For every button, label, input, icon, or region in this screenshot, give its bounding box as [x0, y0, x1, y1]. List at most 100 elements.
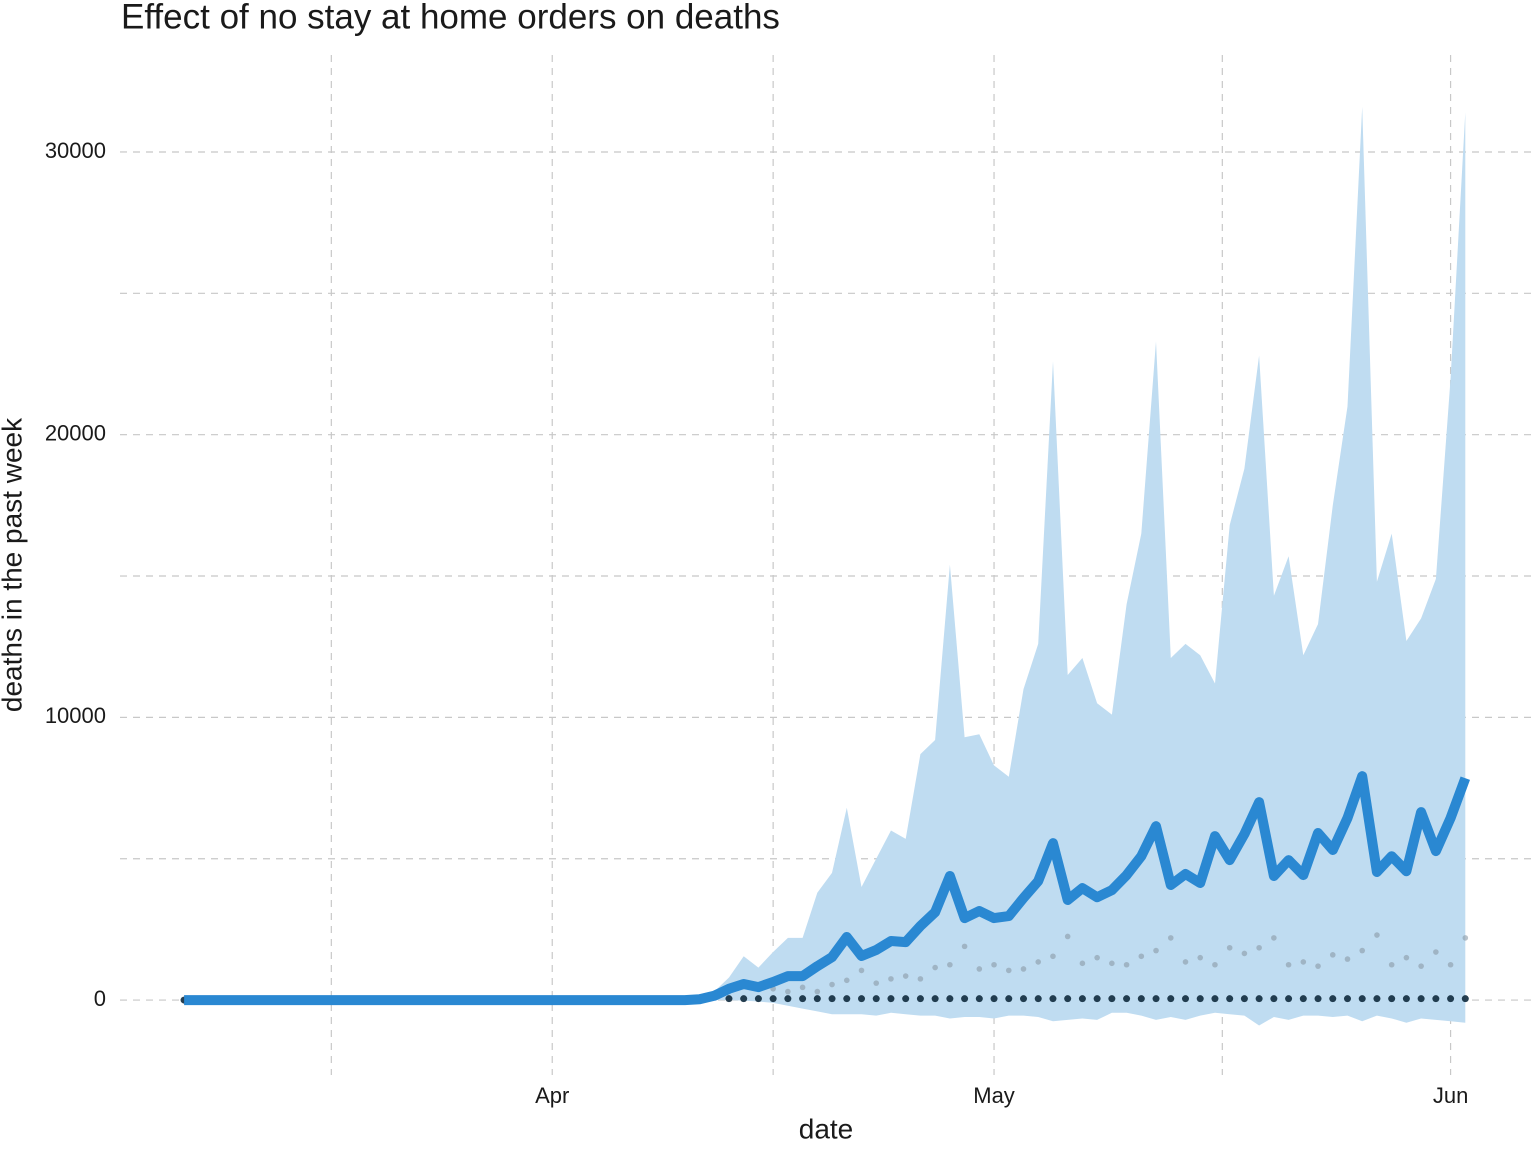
sim-point [843, 995, 851, 1003]
sim-point [1241, 950, 1248, 957]
sim-point [1153, 947, 1159, 954]
sim-point [1212, 961, 1218, 968]
sim-point [1299, 995, 1307, 1003]
sim-point [1285, 961, 1292, 968]
sim-point [1138, 953, 1145, 960]
sim-point [917, 976, 924, 982]
median-line [184, 771, 1470, 1006]
sim-point [1152, 995, 1160, 1003]
sim-point [754, 995, 762, 1003]
sim-point [975, 995, 983, 1003]
sim-point [1167, 995, 1175, 1003]
sim-point [725, 995, 733, 1003]
sim-point [1240, 995, 1248, 1003]
sim-point [1388, 995, 1396, 1003]
sim-point [1344, 956, 1351, 962]
sim-point [1020, 966, 1027, 972]
sim-point [843, 977, 850, 984]
sim-point [1300, 959, 1307, 965]
sim-point [1035, 959, 1042, 965]
sim-point [799, 995, 807, 1003]
sim-point [1064, 933, 1071, 940]
sim-point [961, 943, 968, 950]
sim-point [814, 988, 821, 995]
data-layer [180, 106, 1470, 1026]
sim-point [1049, 995, 1057, 1003]
x-tick-label: Apr [535, 1083, 569, 1108]
sim-point [784, 995, 792, 1003]
sim-point [1402, 995, 1410, 1003]
sim-point [740, 995, 748, 1003]
sim-point [1020, 995, 1028, 1003]
sim-point [799, 984, 806, 991]
sim-point [829, 981, 835, 988]
sim-point [1226, 944, 1233, 951]
sim-point [785, 988, 791, 995]
y-tick-label: 20000 [45, 420, 106, 445]
sim-point [1123, 995, 1131, 1003]
sim-point [1373, 995, 1381, 1003]
sim-point [1314, 995, 1322, 1003]
sim-point [961, 995, 969, 1003]
sim-point [976, 966, 983, 972]
y-tick-label: 10000 [45, 703, 106, 728]
sim-point [946, 995, 954, 1003]
sim-point [1374, 932, 1380, 938]
sim-point [1050, 953, 1056, 960]
sim-point [1109, 960, 1115, 967]
sim-point [1211, 995, 1219, 1003]
sim-point [1329, 995, 1337, 1003]
sim-point [888, 976, 894, 982]
sim-point [991, 961, 997, 968]
sim-point [1167, 935, 1174, 941]
sim-point [873, 980, 880, 986]
sim-point [887, 995, 895, 1003]
sim-point [1329, 952, 1336, 958]
sim-point [769, 995, 777, 1003]
sim-point [1034, 995, 1042, 1003]
sim-point [1270, 995, 1278, 1003]
sim-point [872, 995, 880, 1003]
sim-point [931, 995, 939, 1003]
sim-point [1255, 995, 1263, 1003]
sim-point [1432, 995, 1440, 1003]
sim-point [1094, 954, 1100, 961]
sim-point [1108, 995, 1116, 1003]
y-tick-label: 0 [94, 986, 106, 1011]
sim-point [990, 995, 998, 1003]
sim-point [1447, 995, 1455, 1003]
x-tick-label: May [973, 1083, 1015, 1108]
sim-point [1182, 959, 1189, 965]
sim-point [1403, 954, 1410, 961]
sim-point [1123, 961, 1130, 968]
x-tick-label: Jun [1433, 1083, 1468, 1108]
sim-point [1358, 995, 1366, 1003]
sim-point [1226, 995, 1234, 1003]
sim-point [1285, 995, 1293, 1003]
sim-point [1359, 947, 1366, 954]
sim-point [1462, 935, 1469, 941]
chart-title: Effect of no stay at home orders on deat… [121, 0, 780, 36]
sim-point [1064, 995, 1072, 1003]
sim-point [1181, 995, 1189, 1003]
sim-point [1196, 995, 1204, 1003]
x-axis-title: date [799, 1113, 854, 1144]
sim-point [1137, 995, 1145, 1003]
y-axis-title: deaths in the past week [0, 417, 27, 712]
sim-point [1388, 961, 1395, 968]
sim-point [1343, 995, 1351, 1003]
sim-point [1461, 995, 1469, 1003]
sim-point [902, 973, 909, 979]
sim-point [813, 995, 821, 1003]
sim-point [1417, 995, 1425, 1003]
sim-point [858, 967, 865, 974]
sim-point [1005, 967, 1012, 974]
sim-point [1005, 995, 1013, 1003]
sim-point [916, 995, 924, 1003]
sim-point [1079, 960, 1086, 967]
sim-point [1315, 963, 1321, 969]
sim-point [1418, 963, 1424, 969]
sim-point [1447, 961, 1454, 968]
interval-band [184, 106, 1466, 1026]
